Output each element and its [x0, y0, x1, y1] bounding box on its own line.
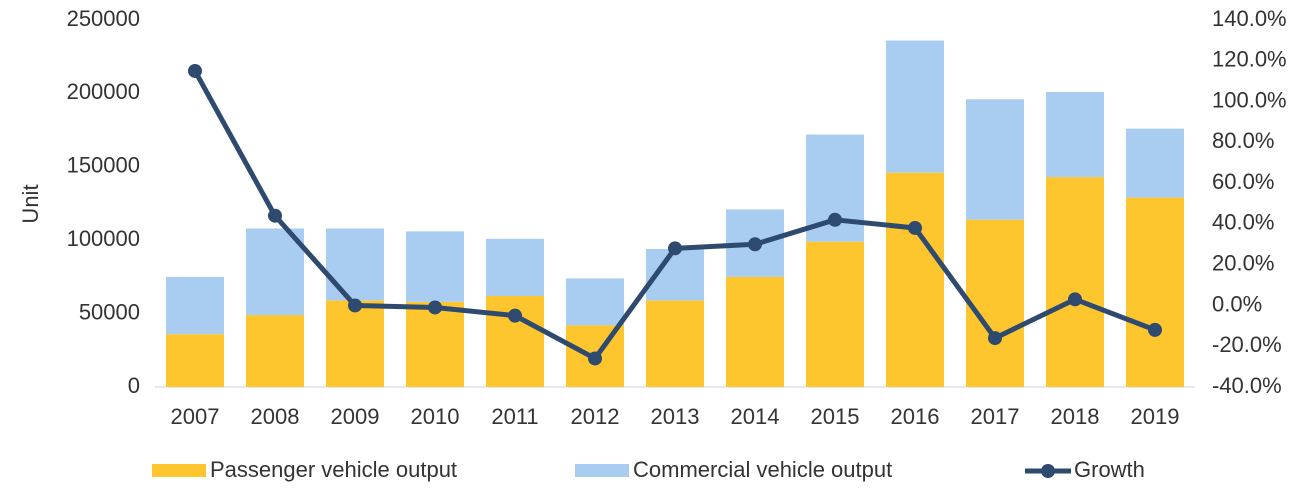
x-tick-label: 2014: [731, 404, 780, 429]
bar: [406, 231, 464, 302]
x-tick-label: 2016: [891, 404, 940, 429]
x-tick-label: 2015: [811, 404, 860, 429]
legend-label: Commercial vehicle output: [633, 457, 892, 482]
y2-tick-label: 120.0%: [1212, 47, 1287, 72]
growth-marker: [348, 298, 362, 313]
y-tick-label: 50000: [79, 299, 140, 324]
legend-marker: [1041, 464, 1055, 478]
y-axis-label: Unit: [18, 184, 43, 223]
bar: [246, 228, 304, 316]
bar: [966, 99, 1024, 220]
y2-tick-label: 40.0%: [1212, 210, 1274, 235]
legend-swatch: [152, 464, 206, 477]
growth-marker: [748, 237, 762, 252]
bar: [966, 219, 1024, 387]
x-tick-label: 2013: [651, 404, 700, 429]
bar: [166, 276, 224, 335]
legend-label: Growth: [1074, 457, 1145, 482]
y-tick-label: 100000: [67, 226, 140, 251]
bar: [646, 300, 704, 387]
y2-tick-label: -20.0%: [1212, 332, 1282, 357]
bar: [806, 241, 864, 387]
bar: [326, 228, 384, 301]
x-tick-label: 2012: [571, 404, 620, 429]
legend-swatch: [575, 464, 629, 477]
y-tick-label: 250000: [67, 6, 140, 31]
bar: [1046, 91, 1104, 178]
growth-marker: [1068, 292, 1082, 307]
bar: [406, 301, 464, 387]
bar: [246, 315, 304, 387]
bar: [326, 300, 384, 387]
y-tick-label: 0: [128, 373, 140, 398]
x-tick-label: 2017: [971, 404, 1020, 429]
y2-tick-label: 140.0%: [1212, 6, 1287, 31]
bar: [486, 238, 544, 296]
growth-marker: [428, 300, 442, 315]
x-tick-label: 2019: [1131, 404, 1180, 429]
y2-tick-label: 100.0%: [1212, 87, 1287, 112]
bar: [726, 276, 784, 387]
x-tick-label: 2009: [331, 404, 380, 429]
bar: [1046, 177, 1104, 387]
bar: [1126, 197, 1184, 387]
bar: [886, 172, 944, 387]
growth-marker: [268, 208, 282, 223]
x-tick-label: 2010: [411, 404, 460, 429]
y2-tick-label: 80.0%: [1212, 128, 1274, 153]
y-tick-label: 150000: [67, 153, 140, 178]
growth-marker: [828, 212, 842, 227]
y-tick-label: 200000: [67, 79, 140, 104]
x-tick-label: 2007: [171, 404, 220, 429]
growth-marker: [1148, 322, 1162, 337]
growth-marker: [588, 351, 602, 366]
bar: [1126, 128, 1184, 198]
y2-tick-label: 60.0%: [1212, 169, 1274, 194]
growth-marker: [988, 331, 1002, 346]
growth-marker: [668, 241, 682, 256]
growth-marker: [908, 220, 922, 235]
x-tick-label: 2011: [491, 404, 538, 429]
x-tick-label: 2008: [251, 404, 300, 429]
legend-label: Passenger vehicle output: [210, 457, 457, 482]
growth-marker: [508, 308, 522, 323]
y2-tick-label: 20.0%: [1212, 250, 1274, 275]
y2-tick-label: -40.0%: [1212, 373, 1282, 398]
bar: [886, 40, 944, 173]
y2-tick-label: 0.0%: [1212, 291, 1262, 316]
x-tick-label: 2018: [1051, 404, 1100, 429]
growth-marker: [188, 63, 202, 78]
bar: [166, 334, 224, 387]
bar: [566, 278, 624, 326]
